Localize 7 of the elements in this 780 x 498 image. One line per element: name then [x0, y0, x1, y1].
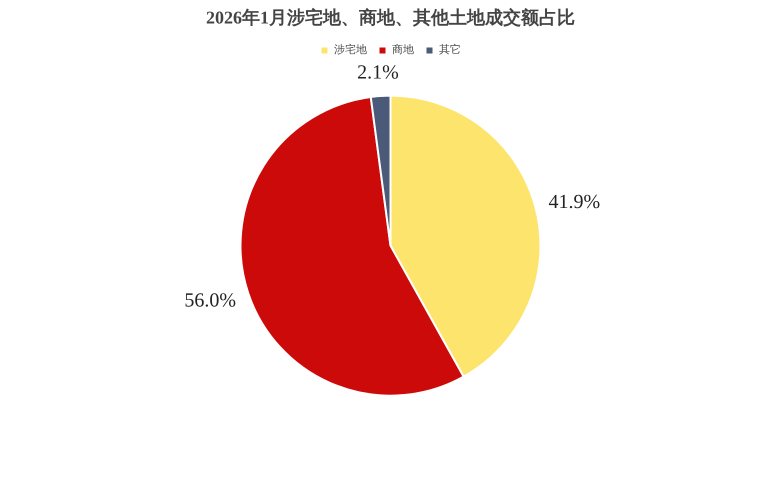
legend-label: 涉宅地 — [334, 42, 367, 57]
data-label: 41.9% — [548, 190, 600, 213]
data-label: 56.0% — [184, 289, 236, 312]
data-label: 2.1% — [357, 62, 399, 84]
chart-title: 2026年1月涉宅地、商地、其他土地成交额占比 — [206, 8, 575, 28]
legend-label: 商地 — [392, 42, 414, 57]
legend-label: 其它 — [439, 42, 461, 57]
